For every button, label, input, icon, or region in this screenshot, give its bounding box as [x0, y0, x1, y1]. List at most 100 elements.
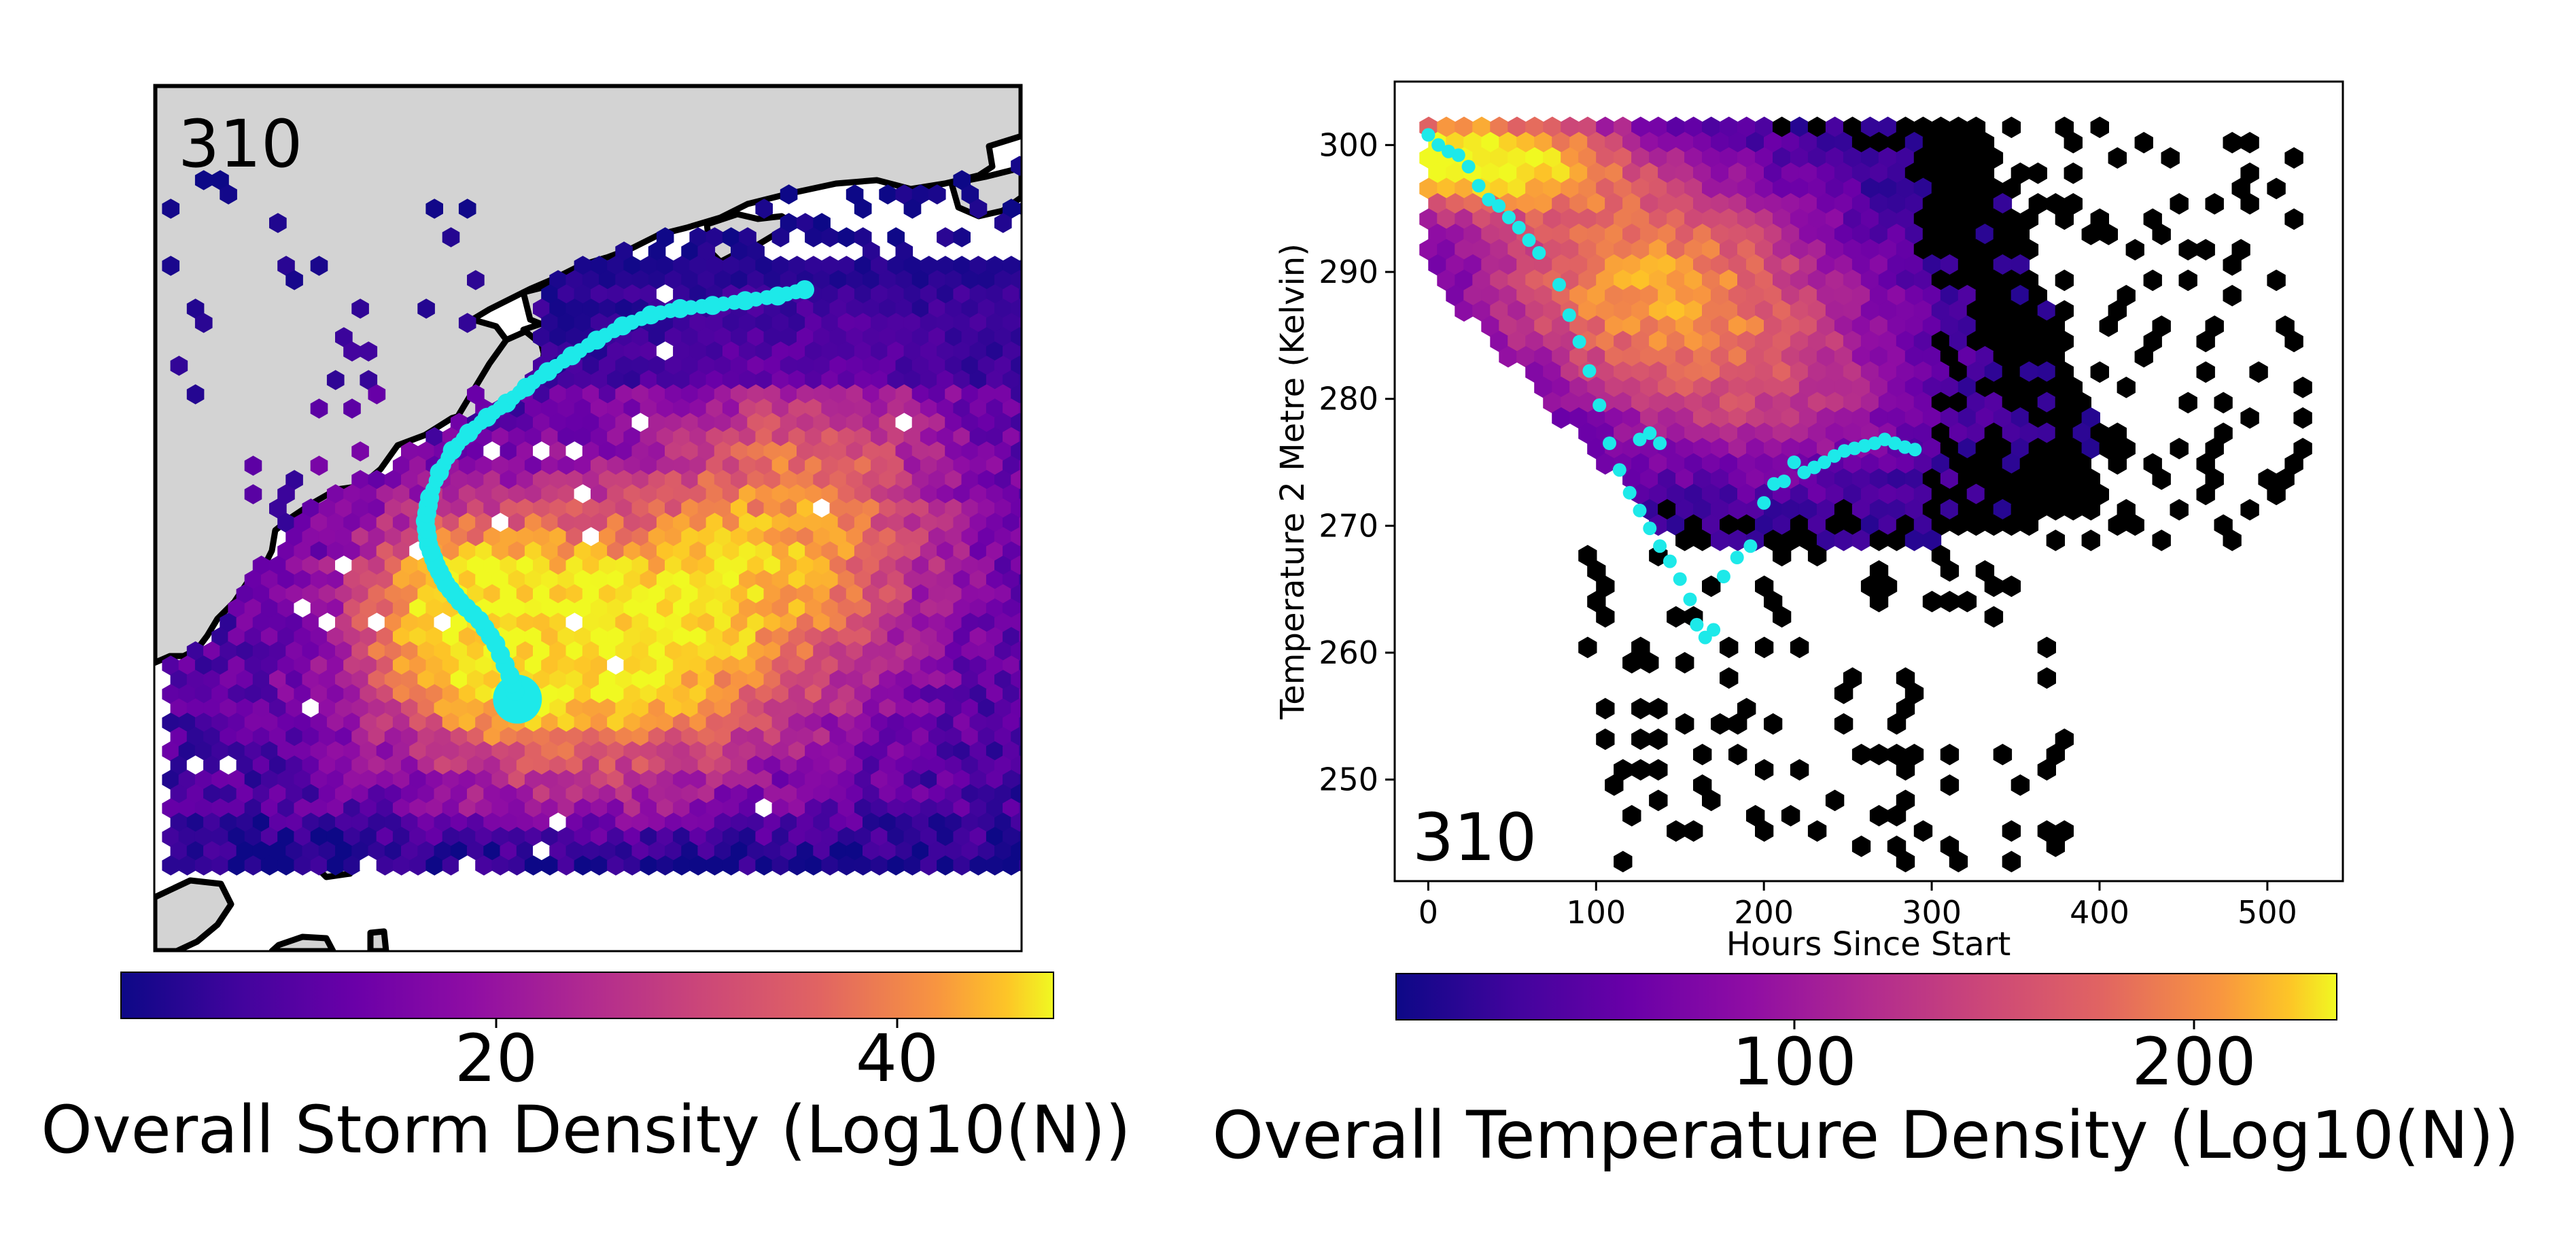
storm-density-hexbin: [961, 270, 979, 290]
storm-density-hexbin: [236, 755, 254, 776]
temperature-density-hexbin: [1587, 285, 1606, 307]
storm-density-hexbin: [582, 555, 600, 576]
storm-density-hexbin: [368, 841, 386, 861]
temperature-density-hexbin: [1578, 269, 1597, 292]
storm-density-hexbin: [244, 770, 262, 790]
storm-density-hexbin: [937, 256, 954, 276]
temperature-density-hexbin: [1773, 330, 1792, 353]
storm-density-hexbin: [351, 841, 369, 861]
temperature-track-point: [1522, 233, 1536, 247]
storm-density-hexbin: [747, 527, 765, 547]
storm-density-hexbin: [780, 755, 798, 776]
storm-density-hexbin: [442, 798, 460, 819]
storm-density-hexbin: [681, 527, 699, 547]
storm-density-hexbin: [1028, 184, 1045, 205]
temperature-density-hexbin: [1825, 392, 1845, 414]
storm-density-hexbin: [1003, 484, 1020, 504]
storm-density-hexbin: [665, 527, 682, 547]
storm-density-hexbin: [236, 613, 254, 633]
storm-density-hexbin: [771, 484, 790, 504]
temperature-density-hexbin: [1913, 269, 1933, 292]
storm-density-hexbin: [920, 341, 938, 362]
temperature-density-hexbin: [2028, 346, 2047, 368]
storm-density-hexbin: [903, 427, 922, 447]
temperature-density-hexbin: [1887, 805, 1907, 827]
temperature-density-hexbin: [1543, 147, 1562, 169]
temperature-density-hexbin: [2240, 162, 2259, 184]
storm-density-hexbin: [953, 827, 971, 847]
storm-density-hexbin: [722, 341, 740, 362]
temperature-density-hexbin: [1596, 361, 1615, 383]
storm-density-hexbin: [351, 784, 369, 804]
storm-density-hexbin: [731, 241, 748, 262]
storm-density-hexbin: [277, 655, 295, 676]
x-tick-label: 300: [1902, 894, 1962, 931]
storm-density-hexbin: [797, 498, 814, 519]
storm-density-hexbin: [640, 513, 658, 533]
temperature-density-hexbin: [2002, 483, 2021, 506]
temperature-density-hexbin: [1472, 300, 1491, 322]
storm-density-hexbin: [722, 456, 740, 476]
storm-density-hexbin: [1011, 698, 1022, 719]
temperature-density-hexbin: [2037, 422, 2056, 445]
temperature-density-hexbin: [1516, 315, 1535, 337]
storm-density-hexbin: [590, 313, 608, 333]
temperature-density-hexbin: [1790, 483, 1809, 506]
storm-density-hexbin: [656, 570, 674, 590]
storm-density-hexbin: [689, 598, 707, 619]
temperature-density-hexbin: [2011, 377, 2030, 398]
storm-density-hexbin: [731, 470, 748, 490]
temperature-density-hexbin: [1508, 177, 1527, 200]
temperature-density-hexbin: [2011, 468, 2030, 490]
storm-density-hexbin: [623, 827, 641, 847]
storm-density-hexbin: [631, 841, 650, 861]
temperature-track-point: [1827, 449, 1841, 463]
storm-density-hexbin: [343, 598, 361, 619]
temperature-density-hexbin: [1807, 239, 1827, 261]
storm-density-hexbin: [524, 456, 542, 476]
storm-density-hexbin: [450, 527, 468, 547]
storm-density-hexbin: [887, 570, 905, 590]
storm-density-hexbin: [574, 398, 592, 419]
temperature-density-hexbin: [1860, 300, 1880, 322]
storm-density-hexbin: [689, 256, 707, 276]
storm-density-hexbin: [335, 641, 353, 662]
storm-density-hexbin: [376, 655, 394, 676]
storm-density-hexbin: [360, 370, 378, 390]
temperature-density-hexbin: [2046, 346, 2065, 368]
storm-density-hexbin: [969, 570, 988, 590]
storm-density-hexbin: [895, 298, 913, 319]
storm-density-hexbin: [442, 227, 460, 247]
storm-density-hexbin: [665, 727, 682, 747]
temperature-density-hexbin: [2064, 438, 2083, 460]
temperature-density-hexbin: [1949, 147, 1968, 169]
storm-density-hexbin: [805, 655, 822, 676]
storm-density-hexbin: [961, 613, 979, 633]
temperature-density-hexbin: [1764, 132, 1783, 154]
temperature-density-hexbin: [1931, 300, 1951, 322]
temperature-density-hexbin: [2090, 422, 2109, 445]
temperature-density-hexbin: [1755, 392, 1774, 414]
storm-density-hexbin: [524, 598, 542, 619]
storm-density-hexbin: [706, 798, 724, 819]
temperature-density-hexbin: [1949, 483, 1968, 506]
storm-density-hexbin: [1011, 784, 1022, 804]
storm-density-hexbin: [360, 570, 378, 590]
storm-density-hexbin: [731, 812, 748, 833]
storm-density-hexbin: [335, 527, 353, 547]
storm-density-hexbin: [269, 841, 287, 861]
storm-density-hexbin: [269, 755, 287, 776]
storm-density-hexbin: [731, 584, 748, 604]
temperature-density-hexbin: [1561, 392, 1580, 414]
temperature-density-hexbin: [2002, 116, 2021, 139]
storm-density-hexbin: [524, 855, 542, 876]
storm-density-hexbin: [401, 841, 419, 861]
storm-density-hexbin: [434, 812, 452, 833]
temperature-density-hexbin: [2019, 483, 2039, 506]
storm-density-hexbin: [780, 584, 798, 604]
temperature-density-hexbin: [1728, 315, 1747, 337]
temperature-density-hexbin: [1798, 285, 1818, 307]
storm-density-hexbin: [574, 798, 592, 819]
temperature-density-hexbin: [1869, 530, 1889, 551]
storm-density-hexbin: [260, 713, 279, 733]
